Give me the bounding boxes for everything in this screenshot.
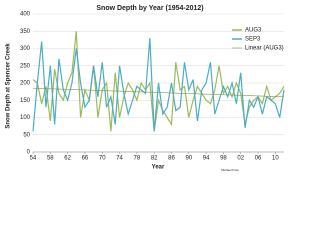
trend-line (32, 87, 285, 98)
y-tick-label: 50 (23, 132, 30, 138)
x-tick-label: 70 (99, 156, 106, 162)
y-tick-label: 100 (20, 115, 31, 121)
x-tick-label: 78 (134, 156, 141, 162)
y-tick-label: 400 (20, 12, 31, 18)
x-tick-label: 82 (151, 156, 158, 162)
x-tick-label: 06 (255, 156, 262, 162)
series-line (32, 31, 285, 132)
chart: Snow Depth by Year (1954-2012) Year Snow… (6, 5, 285, 172)
legend-label: AUG3 (245, 28, 262, 34)
x-tick-label: 54 (30, 156, 37, 162)
chart-title: Snow Depth by Year (1954-2012) (96, 5, 203, 12)
x-tick-label: 74 (116, 156, 123, 162)
y-axis-label: Snow Depth at Spencer Creek (6, 43, 12, 129)
legend-label: Linear (AUG3) (245, 46, 284, 52)
series-line (32, 38, 285, 132)
y-tick-label: 200 (20, 81, 31, 87)
x-tick-label: 66 (82, 156, 89, 162)
credit: Michael Fries (221, 168, 239, 172)
y-tick-label: 150 (20, 98, 31, 104)
x-tick-label: 98 (220, 156, 227, 162)
x-tick-label: 10 (272, 156, 279, 162)
x-tick-label: 90 (185, 156, 192, 162)
y-tick-label: 350 (20, 29, 31, 35)
x-tick-label: 62 (64, 156, 71, 162)
x-tick-label: 86 (168, 156, 175, 162)
y-tick-label: 300 (20, 46, 31, 52)
legend-label: SEP3 (245, 37, 261, 43)
x-tick-label: 58 (47, 156, 54, 162)
x-axis-label: Year (152, 165, 165, 171)
y-tick-label: 250 (20, 63, 31, 69)
x-tick-label: 02 (237, 156, 244, 162)
y-tick-label: 0 (27, 150, 31, 156)
x-tick-label: 94 (203, 156, 210, 162)
